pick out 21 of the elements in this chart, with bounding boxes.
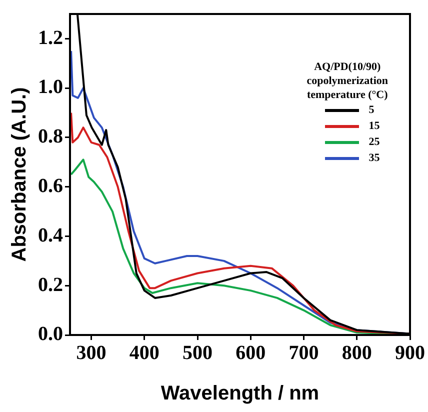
y-tick-label: 0.8 bbox=[38, 126, 63, 148]
y-tick-label: 0.2 bbox=[38, 274, 63, 296]
y-tick-label: 0.0 bbox=[38, 323, 63, 346]
x-tick-label: 600 bbox=[236, 342, 266, 364]
x-tick-label: 900 bbox=[395, 342, 425, 364]
y-tick-label: 0.6 bbox=[38, 175, 63, 198]
y-tick-label: 1.2 bbox=[38, 26, 63, 49]
legend-label: 15 bbox=[368, 120, 380, 132]
x-tick-label: 700 bbox=[288, 342, 319, 364]
y-tick-label: 0.4 bbox=[38, 224, 63, 246]
legend-label: 35 bbox=[368, 152, 380, 164]
y-tick-label: 1.0 bbox=[38, 76, 63, 98]
x-tick-label: 800 bbox=[342, 342, 372, 364]
x-axis-title: Wavelength / nm bbox=[160, 382, 320, 405]
legend-label: 25 bbox=[368, 136, 380, 148]
x-tick-label: 500 bbox=[182, 342, 212, 364]
legend-label: 5 bbox=[368, 104, 374, 116]
y-axis-title: Absorbance (A.U.) bbox=[8, 87, 31, 262]
x-tick-label: 300 bbox=[76, 342, 106, 364]
legend-title: AQ/PD(10/90) copolymerization temperature (°C) bbox=[306, 60, 388, 102]
x-tick-label: 400 bbox=[129, 342, 160, 364]
